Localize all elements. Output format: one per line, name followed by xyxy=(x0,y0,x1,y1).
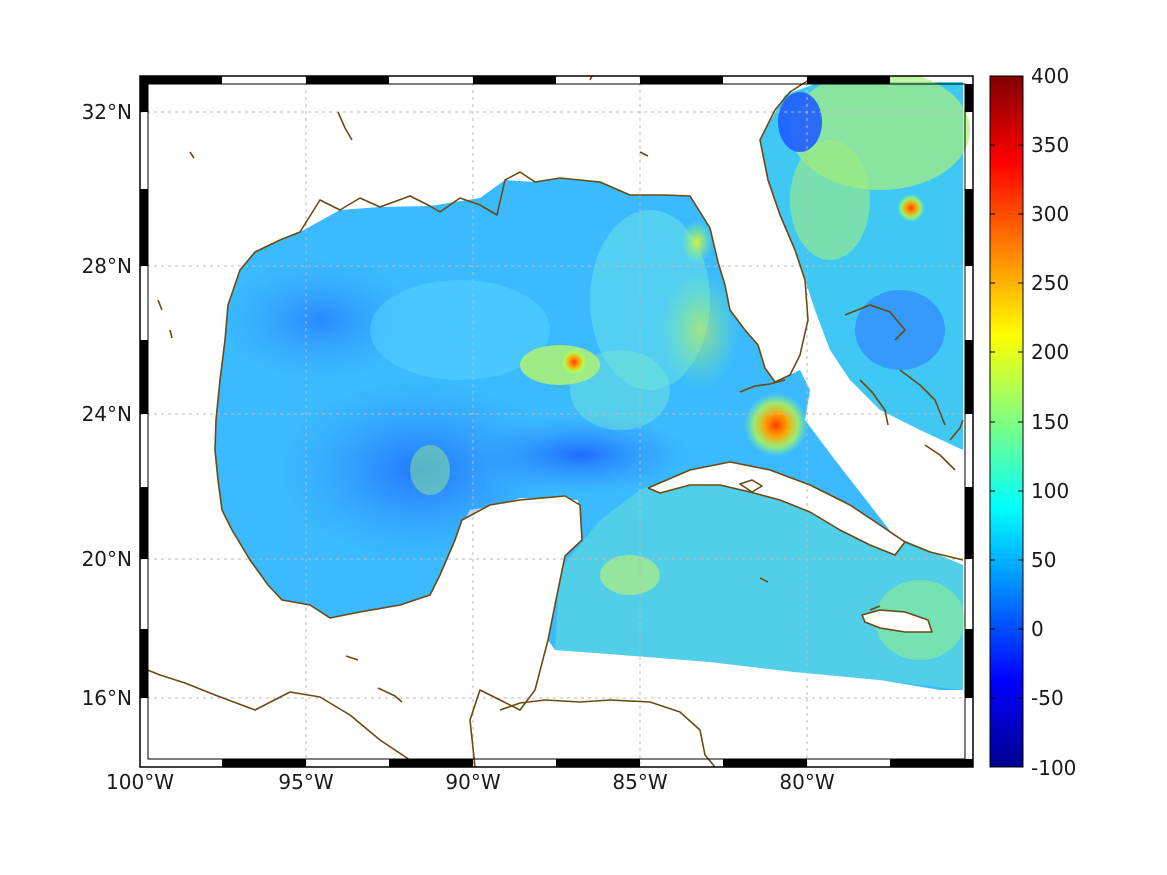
hotspot-atlantic-east xyxy=(897,194,925,222)
data-field xyxy=(215,76,970,767)
hotspot-central-gulf xyxy=(560,348,588,376)
cuba-land xyxy=(648,462,905,555)
colorbar-tick-label: 300 xyxy=(1031,202,1069,226)
coastlines xyxy=(140,76,964,767)
lat-label: 20°N xyxy=(82,547,132,571)
hotspot-florida-straits xyxy=(744,393,808,457)
florida-keys xyxy=(739,379,786,393)
colorbar-tick-label: 250 xyxy=(1031,271,1069,295)
colorbar-tick-label: 0 xyxy=(1031,617,1044,641)
central-america-coastline xyxy=(140,666,716,767)
lat-label: 28°N xyxy=(82,254,132,278)
lat-label: 16°N xyxy=(82,686,132,710)
lat-label: 32°N xyxy=(82,100,132,124)
longitude-labels: 100°W 95°W 90°W 85°W 80°W xyxy=(106,770,835,794)
latitude-labels: 32°N 28°N 24°N 20°N 16°N xyxy=(82,100,132,710)
map-border xyxy=(139,75,974,768)
colorbar-tick-label: -100 xyxy=(1031,756,1076,780)
colorbar-tick-label: -50 xyxy=(1031,686,1064,710)
lon-label: 80°W xyxy=(779,770,834,794)
hotspot-big-bend xyxy=(681,220,713,264)
colorbar-tick-label: 50 xyxy=(1031,548,1056,572)
florida-coastline xyxy=(559,77,813,383)
florida-land xyxy=(690,140,808,382)
lon-label: 100°W xyxy=(106,770,174,794)
colorbar-tick-label: 100 xyxy=(1031,479,1069,503)
colorbar-tick-label: 350 xyxy=(1031,133,1069,157)
lon-label: 90°W xyxy=(445,770,500,794)
small-islands xyxy=(157,111,881,703)
bahamas-islands xyxy=(844,304,964,471)
colorbar-gradient xyxy=(990,76,1023,767)
grid-lines xyxy=(140,76,973,767)
lon-label: 85°W xyxy=(612,770,667,794)
isle-of-youth xyxy=(739,479,763,493)
lon-label: 95°W xyxy=(278,770,333,794)
lat-label: 24°N xyxy=(82,402,132,426)
cuba-coastline xyxy=(647,461,964,561)
colorbar-tick-label: 400 xyxy=(1031,64,1069,88)
yucatan-land xyxy=(300,496,582,767)
colorbar-tick-label: 150 xyxy=(1031,410,1069,434)
jamaica-coastline xyxy=(861,609,933,633)
colorbar: 400 350 300 250 200 150 100 50 0 -50 -10… xyxy=(989,64,1076,780)
colorbar-tick-label: 200 xyxy=(1031,340,1069,364)
